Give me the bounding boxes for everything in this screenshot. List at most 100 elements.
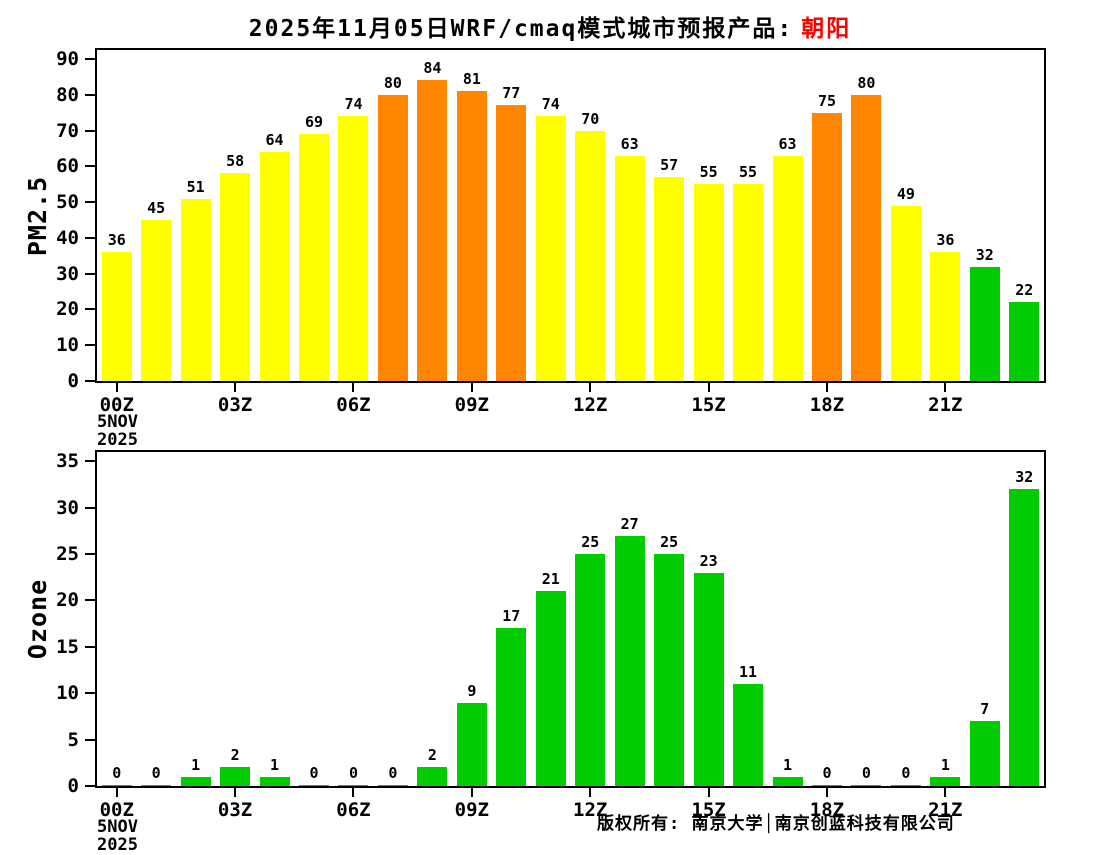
bar [733, 184, 764, 381]
y-tick-label: 50 [56, 191, 79, 214]
x-axis-tick [470, 383, 473, 392]
bar [377, 785, 408, 786]
bar-value-label: 21 [541, 570, 560, 589]
bar [614, 155, 645, 381]
x-tick-label: 15Z [691, 394, 726, 416]
y-tick-label: 60 [56, 155, 79, 178]
bar [101, 252, 132, 381]
bar [575, 554, 606, 786]
bar [851, 94, 882, 381]
bar [338, 785, 369, 786]
x-axis-tick [470, 788, 473, 797]
bar [456, 91, 487, 381]
y-tick-label: 5 [67, 728, 79, 751]
bar-value-label: 2 [230, 746, 240, 765]
bar-value-label: 58 [226, 152, 245, 171]
x-tick-label: 09Z [454, 799, 489, 821]
title-text: 2025年11月05日WRF/cmaq模式城市预报产品: [248, 16, 794, 42]
page-title: 2025年11月05日WRF/cmaq模式城市预报产品: 朝阳 [0, 9, 1100, 43]
y-axis-tick [85, 785, 95, 787]
bar-value-label: 0 [388, 764, 398, 782]
x-axis-tick [115, 788, 118, 797]
x-axis-tick [589, 383, 592, 392]
bar-value-label: 84 [423, 59, 442, 78]
y-tick-label: 20 [56, 589, 79, 612]
bar [299, 134, 330, 381]
bar-value-label: 64 [265, 130, 284, 149]
y-tick-label: 80 [56, 83, 79, 106]
title-city-name: 朝阳 [801, 16, 852, 42]
bar-value-label: 25 [581, 533, 600, 552]
y-axis-tick [85, 599, 95, 602]
bar-value-label: 0 [112, 764, 122, 782]
x-tick-label: 06Z [336, 394, 371, 416]
y-axis-tick [85, 738, 95, 741]
y-tick-label: 0 [67, 370, 79, 392]
y-tick-label: 25 [56, 543, 79, 566]
bar [890, 785, 921, 786]
bar [811, 112, 842, 381]
x-tick-label: 03Z [217, 394, 253, 416]
bar-value-label: 17 [502, 607, 521, 626]
bar-value-label: 0 [822, 764, 832, 782]
y-axis-tick [85, 236, 95, 239]
copyright-text: 版权所有: 南京大学│南京创蓝科技有限公司 [597, 814, 955, 834]
x-tick-label: 15Z [691, 799, 726, 821]
bar-value-label: 2 [427, 746, 437, 765]
bar [180, 198, 211, 381]
y-axis-tick [85, 57, 95, 60]
x-tick-label: 12Z [573, 799, 608, 821]
bar-value-label: 57 [660, 156, 679, 175]
x-axis-date-line2: 2025 [97, 430, 138, 450]
bar [772, 776, 803, 786]
y-axis-tick [85, 272, 95, 275]
bar-value-label: 32 [975, 245, 994, 264]
x-axis-tick [234, 788, 237, 797]
x-axis-tick [352, 788, 355, 797]
bar-value-label: 1 [191, 755, 201, 774]
bar-value-label: 77 [502, 84, 521, 103]
y-axis-tick [85, 93, 95, 96]
bar [259, 151, 290, 381]
bar [575, 130, 606, 381]
y-axis-tick [85, 344, 95, 347]
bar [417, 767, 448, 786]
bar [141, 785, 172, 786]
bar-value-label: 51 [186, 177, 205, 196]
bar-value-label: 11 [739, 662, 758, 681]
bar [456, 702, 487, 786]
bar-value-label: 1 [940, 755, 950, 774]
y-axis-tick [85, 553, 95, 556]
x-axis-tick [707, 383, 710, 392]
bar [969, 721, 1000, 786]
y-axis-tick [85, 380, 95, 382]
bar-value-label: 1 [783, 755, 793, 774]
y-tick-label: 40 [56, 226, 79, 249]
bar-value-label: 9 [467, 681, 477, 700]
bar-value-label: 49 [896, 184, 915, 203]
bar [299, 785, 330, 786]
bar [101, 785, 132, 786]
y-axis-tick [85, 645, 95, 648]
x-tick-label: 00Z [99, 394, 134, 416]
ozone-plot-area: 0 0 1 2 1 0 0 0 2 9 17 21 25 27 25 23 11 1 0 0 0 1 7 32 0 5 10 15 20… [56, 450, 1046, 855]
x-axis-date-line1: 5NOV [97, 412, 138, 432]
bar [693, 184, 724, 381]
bar [377, 94, 408, 381]
bar-value-label: 22 [1015, 281, 1034, 300]
bar-value-label: 1 [270, 755, 280, 774]
bar-value-label: 69 [304, 113, 324, 132]
y-axis-tick [85, 460, 95, 463]
y-axis-tick [85, 201, 95, 204]
x-tick-label: 00Z [99, 799, 134, 821]
y-tick-label: 15 [56, 635, 79, 658]
x-axis-tick [825, 383, 828, 392]
bar [1009, 489, 1040, 786]
bar-value-label: 63 [778, 134, 797, 153]
bar-value-label: 23 [699, 551, 718, 570]
bar [535, 591, 566, 786]
bar-value-label: 81 [462, 70, 481, 89]
x-tick-label: 06Z [336, 799, 371, 821]
bar [930, 776, 961, 786]
